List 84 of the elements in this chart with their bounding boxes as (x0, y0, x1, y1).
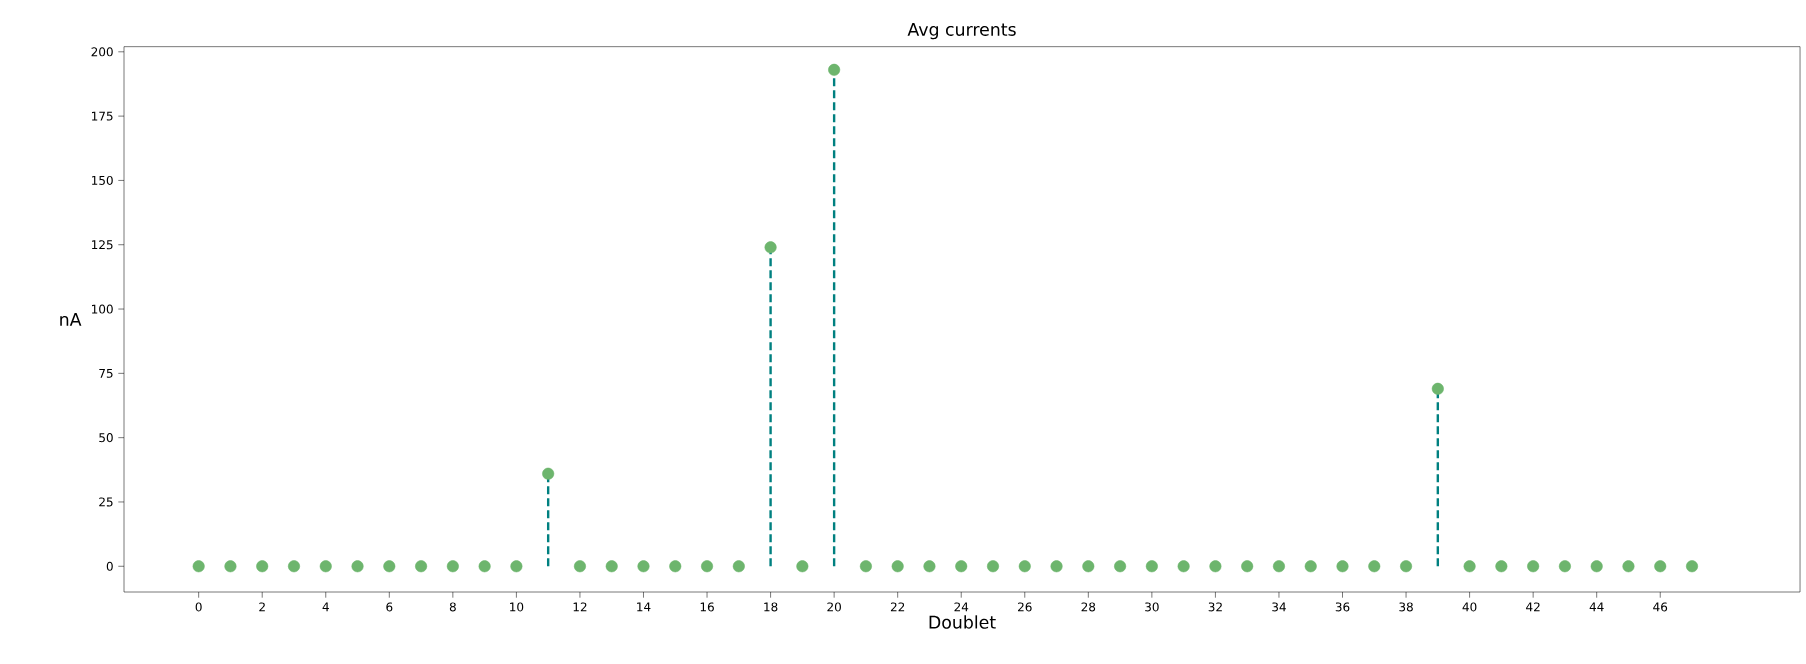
point (383, 560, 396, 573)
point (669, 560, 682, 573)
point (923, 560, 936, 573)
point (287, 560, 300, 573)
point (1463, 560, 1476, 573)
point (764, 241, 777, 254)
x-tick-label: 14 (637, 602, 651, 612)
point (955, 560, 968, 573)
x-tick-label: 16 (700, 602, 714, 612)
point (1558, 560, 1571, 573)
x-tick-label: 18 (764, 602, 778, 612)
point (1431, 382, 1444, 395)
point (1368, 560, 1381, 573)
point (891, 560, 904, 573)
x-axis-title: Doublet (929, 615, 996, 629)
point (1336, 560, 1349, 573)
point (1654, 560, 1667, 573)
x-tick-label: 30 (1145, 602, 1159, 612)
point (1145, 560, 1158, 573)
point (542, 467, 555, 480)
y-axis-title: nA (60, 313, 82, 326)
point (1590, 560, 1603, 573)
x-tick-label: 2 (259, 602, 265, 612)
point (1622, 560, 1635, 573)
point (1686, 560, 1699, 573)
x-tick-label: 32 (1208, 602, 1222, 612)
point (256, 560, 269, 573)
y-tick-label: 125 (92, 240, 113, 250)
x-tick-label: 28 (1081, 602, 1096, 612)
point (351, 560, 364, 573)
y-tick-label: 100 (92, 304, 113, 314)
x-tick-label: 26 (1018, 602, 1032, 612)
x-tick-label: 24 (954, 602, 969, 612)
chart-title: Avg currents (907, 23, 1016, 40)
x-tick-label: 8 (449, 602, 456, 612)
x-tick-label: 46 (1653, 602, 1668, 612)
x-tick-label: 40 (1462, 602, 1477, 612)
x-tick-label: 44 (1589, 602, 1604, 612)
point (1177, 560, 1190, 573)
point (1272, 560, 1285, 573)
x-tick-label: 10 (510, 602, 524, 612)
point (605, 560, 618, 573)
x-tick-label: 0 (195, 602, 202, 612)
x-tick-label: 4 (322, 602, 329, 612)
point (319, 560, 332, 573)
point (859, 560, 872, 573)
x-tick-label: 6 (386, 602, 393, 612)
point (732, 560, 745, 573)
point (1400, 560, 1413, 573)
y-tick-label: 200 (91, 47, 113, 57)
x-tick-label: 12 (573, 602, 587, 612)
point (510, 560, 523, 573)
point (573, 560, 586, 573)
point (1050, 560, 1063, 573)
y-tick-label: 75 (99, 368, 113, 378)
x-tick-label: 42 (1526, 602, 1540, 612)
point (637, 560, 650, 573)
point (701, 560, 714, 573)
x-tick-label: 38 (1399, 602, 1413, 612)
point (415, 560, 428, 573)
point (1209, 560, 1222, 573)
point (446, 560, 459, 573)
x-tick-label: 36 (1335, 602, 1350, 612)
point (1304, 560, 1317, 573)
point (1082, 560, 1095, 573)
y-tick-label: 150 (92, 175, 113, 185)
y-tick-label: 0 (106, 561, 113, 571)
x-tick-label: 20 (827, 602, 841, 612)
x-tick-label: 34 (1272, 602, 1286, 612)
point (1495, 560, 1508, 573)
point (1018, 560, 1031, 573)
y-tick-label: 25 (99, 497, 113, 507)
point (1527, 560, 1540, 573)
point (1241, 560, 1254, 573)
point (192, 560, 205, 573)
point (987, 560, 999, 573)
point (1114, 560, 1127, 573)
x-tick-label: 22 (890, 602, 905, 612)
point (478, 560, 491, 573)
point (224, 560, 237, 573)
point (828, 63, 841, 76)
point (796, 560, 809, 573)
y-tick-label: 50 (99, 433, 113, 443)
y-tick-label: 175 (92, 111, 113, 121)
